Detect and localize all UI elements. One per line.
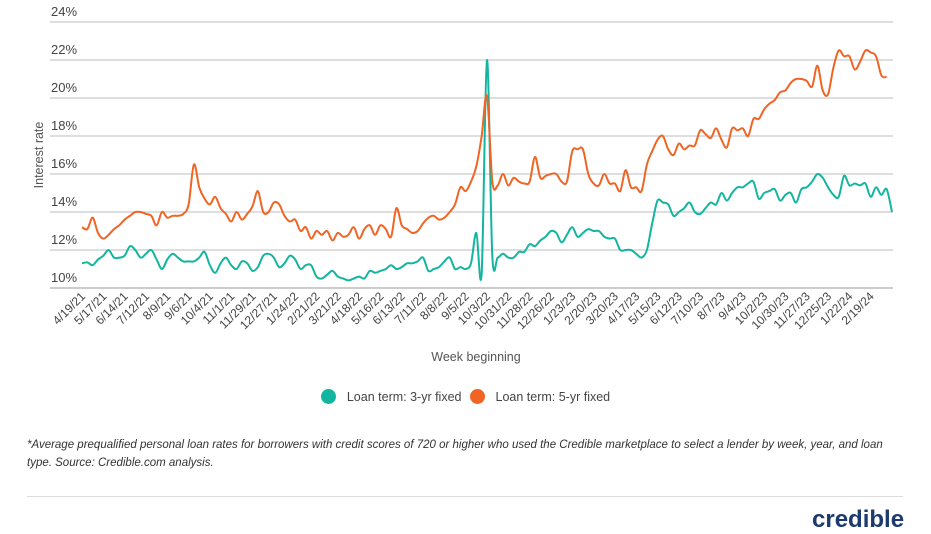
y-axis-ticks: 10% 12% 14% 16% 18% 20% 22% 24% (51, 4, 77, 285)
series-line-3yr-fixed (81, 58, 893, 282)
legend: Loan term: 3-yr fixed Loan term: 5-yr fi… (0, 389, 931, 404)
legend-label-3yr: Loan term: 3-yr fixed (346, 389, 462, 404)
x-axis-title: Week beginning (431, 350, 520, 364)
series-lines (81, 49, 893, 282)
series-line-5yr-fixed (81, 49, 888, 242)
y-tick-label: 14% (51, 194, 77, 209)
legend-marker-3yr (320, 389, 336, 404)
x-axis-ticks: 4/19/215/17/216/14/217/12/218/9/219/6/21… (50, 289, 877, 332)
line-chart: 10% 12% 14% 16% 18% 20% 22% 24% Interest rate 4… (32, 4, 893, 364)
y-tick-label: 16% (51, 156, 77, 171)
legend-item-5yr[interactable]: Loan term: 5-yr fixed (469, 389, 611, 404)
legend-marker-5yr (469, 389, 485, 404)
gridlines (50, 21, 893, 289)
y-tick-label: 22% (51, 42, 77, 57)
credible-logo: credible (812, 506, 905, 533)
divider (27, 496, 903, 497)
y-tick-label: 10% (51, 270, 77, 285)
legend-label-5yr: Loan term: 5-yr fixed (495, 389, 611, 404)
y-tick-label: 24% (51, 4, 77, 19)
y-tick-label: 12% (51, 232, 77, 247)
legend-item-3yr[interactable]: Loan term: 3-yr fixed (320, 389, 462, 404)
y-tick-label: 20% (51, 80, 77, 95)
y-axis-title: Interest rate (32, 122, 46, 189)
footnote: *Average prequalified personal loan rate… (27, 439, 883, 469)
y-tick-label: 18% (51, 118, 77, 133)
